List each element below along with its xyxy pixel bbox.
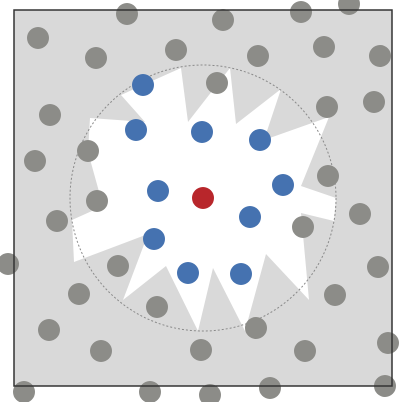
obstacle-dot — [139, 381, 161, 402]
neighbor-dot — [191, 121, 213, 143]
obstacle-dot — [369, 45, 391, 67]
obstacle-dot — [24, 150, 46, 172]
center-agent — [192, 187, 214, 209]
neighbor-dot — [132, 74, 154, 96]
obstacle-dot — [206, 72, 228, 94]
obstacle-dot — [259, 377, 281, 399]
obstacle-dot — [247, 45, 269, 67]
sensing-boundary — [69, 64, 337, 332]
obstacle-dot — [212, 9, 234, 31]
neighbor-dot — [239, 206, 261, 228]
neighbor-dot — [272, 174, 294, 196]
frame-border — [13, 9, 393, 387]
obstacle-dot — [85, 47, 107, 69]
obstacle-dot — [27, 27, 49, 49]
obstacle-dot — [165, 39, 187, 61]
obstacle-dot — [349, 203, 371, 225]
obstacle-dot — [116, 3, 138, 25]
obstacle-dot — [292, 216, 314, 238]
obstacle-dot — [39, 104, 61, 126]
obstacle-dot — [146, 296, 168, 318]
neighbor-dot — [125, 119, 147, 141]
neighbor-dot — [147, 180, 169, 202]
obstacle-dot — [90, 340, 112, 362]
obstacle-dot — [313, 36, 335, 58]
obstacle-dot — [317, 165, 339, 187]
obstacle-dot — [199, 384, 221, 402]
obstacle-dot — [338, 0, 360, 15]
neighbor-dot — [143, 228, 165, 250]
obstacle-dot — [107, 255, 129, 277]
obstacle-dot — [367, 256, 389, 278]
obstacle-dot — [245, 317, 267, 339]
obstacle-dot — [68, 283, 90, 305]
obstacle-dot — [363, 91, 385, 113]
obstacle-dot — [38, 319, 60, 341]
obstacle-dot — [324, 284, 346, 306]
obstacle-dot — [190, 339, 212, 361]
neighbor-dot — [230, 263, 252, 285]
obstacle-dot — [377, 332, 399, 354]
obstacle-dot — [77, 140, 99, 162]
neighbor-dot — [177, 262, 199, 284]
neighbor-dot — [249, 129, 271, 151]
obstacle-dot — [13, 381, 35, 402]
obstacle-dot — [46, 210, 68, 232]
neighbor-layer — [125, 74, 294, 285]
obstacle-dot — [316, 96, 338, 118]
obstacle-dot — [294, 340, 316, 362]
obstacle-dot — [290, 1, 312, 23]
obstacle-dot — [86, 190, 108, 212]
